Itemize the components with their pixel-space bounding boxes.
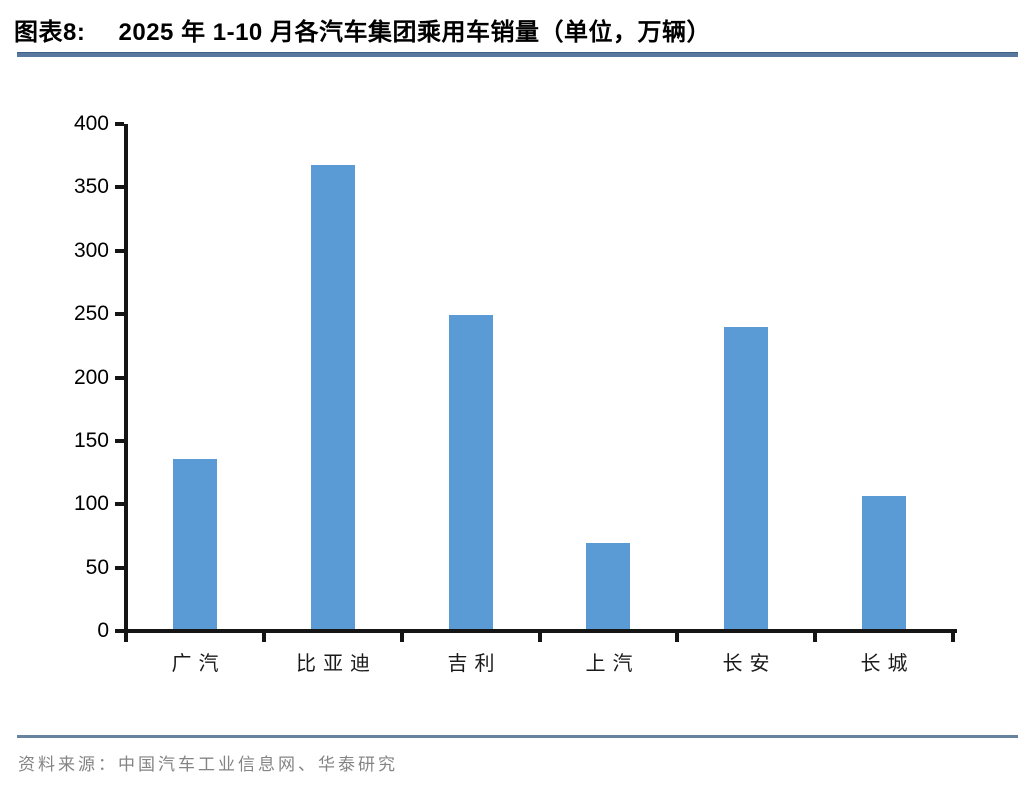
x-axis-tick (675, 633, 680, 642)
y-tick-label: 300 (73, 238, 109, 262)
x-axis-tick (951, 633, 955, 642)
x-category-label: 长安 (722, 653, 777, 675)
bar-chart: 0 50 100 150 200 250 300 350 400 广汽 比亚迪 吉利 上汽 长安 长城 (73, 112, 957, 675)
bar-长安 (724, 327, 768, 629)
y-axis-tick (115, 248, 124, 253)
y-tick-label: 50 (85, 555, 109, 579)
figure-title-row: 图表8: 2025 年 1-10 月各汽车集团乘用车销量（单位，万辆） (14, 12, 1019, 47)
y-tick-label: 350 (73, 175, 109, 199)
x-axis-tick (813, 633, 818, 642)
bar-吉利 (449, 315, 493, 629)
y-tick-label: 100 (73, 492, 109, 516)
bar-比亚迪 (311, 165, 355, 629)
y-tick-label: 200 (73, 365, 109, 389)
x-category-label: 吉利 (447, 653, 502, 675)
y-axis-tick (115, 122, 124, 126)
x-category-label: 广汽 (171, 653, 226, 675)
y-tick-label: 0 (97, 619, 109, 642)
footer-rule (17, 735, 1018, 738)
y-axis-tick (115, 565, 124, 570)
bar-上汽 (586, 543, 630, 629)
x-axis-line (124, 629, 957, 633)
y-tick-label: 250 (73, 302, 109, 326)
bar-长城 (862, 496, 906, 629)
y-axis-tick (115, 502, 124, 507)
x-category-label: 比亚迪 (296, 653, 377, 675)
y-tick-label: 400 (73, 112, 109, 135)
y-axis-tick (115, 438, 124, 443)
source-text: 资料来源：中国汽车工业信息网、华泰研究 (18, 755, 398, 774)
y-tick-label: 150 (73, 428, 109, 452)
x-category-label: 长城 (860, 653, 915, 675)
x-axis-tick (537, 633, 542, 642)
figure-title: 2025 年 1-10 月各汽车集团乘用车销量（单位，万辆） (118, 19, 711, 46)
x-axis-tick (124, 633, 128, 642)
y-axis-tick (115, 312, 124, 317)
y-axis-tick (115, 185, 124, 190)
title-rule (17, 52, 1018, 57)
x-axis-tick (261, 633, 266, 642)
x-axis-tick (399, 633, 404, 642)
x-category-label: 上汽 (585, 653, 640, 675)
figure-label: 图表8: (14, 19, 86, 46)
y-axis-line (124, 124, 128, 642)
bar-广汽 (173, 459, 217, 629)
y-axis-tick (115, 375, 124, 380)
y-axis-tick (115, 629, 124, 633)
